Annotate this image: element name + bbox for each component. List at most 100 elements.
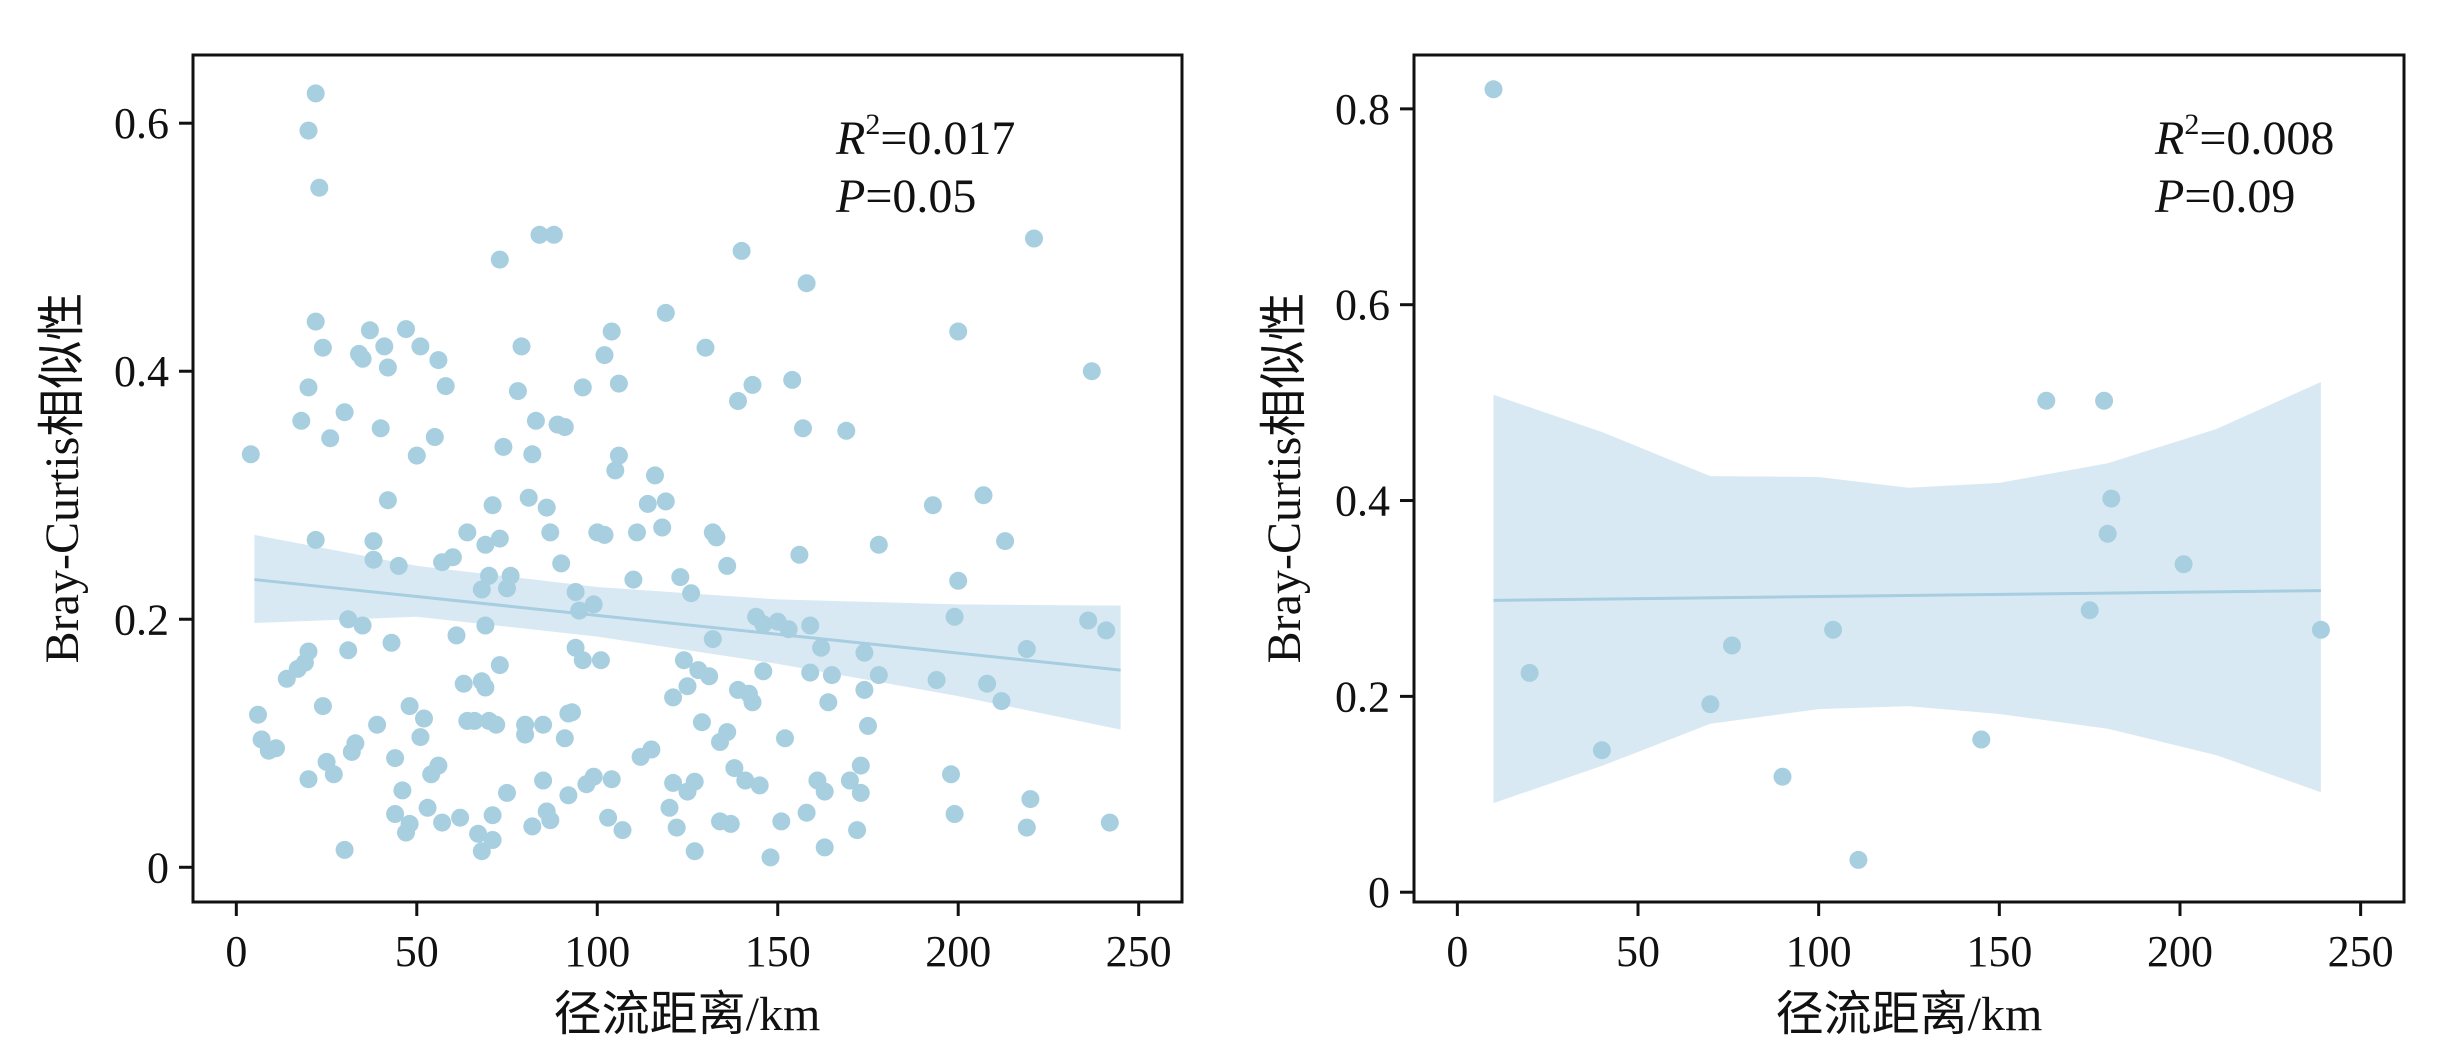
left-data-point bbox=[750, 776, 769, 795]
left-data-point bbox=[480, 566, 498, 585]
left-data-point bbox=[851, 783, 870, 802]
left-data-point bbox=[869, 666, 888, 685]
right-data-point bbox=[2037, 391, 2056, 410]
left-data-point bbox=[945, 805, 964, 823]
left-data-point bbox=[1017, 818, 1036, 837]
right-y-tick-label: 0.8 bbox=[1335, 85, 1390, 134]
left-data-point bbox=[584, 767, 603, 786]
left-data-point bbox=[573, 651, 592, 670]
left-data-point bbox=[812, 638, 831, 657]
left-axes-frame bbox=[191, 53, 1184, 904]
right-p-value: =0.09 bbox=[2184, 170, 2295, 223]
left-plot-layer bbox=[241, 84, 1121, 867]
left-data-point bbox=[313, 697, 332, 716]
left-data-point bbox=[851, 756, 870, 775]
right-data-point bbox=[1723, 636, 1741, 655]
left-data-point bbox=[335, 403, 354, 422]
right-plot-layer bbox=[1484, 80, 2330, 869]
left-data-point bbox=[534, 715, 553, 734]
left-data-point bbox=[942, 765, 960, 784]
left-data-point bbox=[1100, 813, 1119, 832]
left-data-point bbox=[360, 321, 379, 340]
left-data-point bbox=[429, 351, 448, 370]
left-data-point bbox=[743, 693, 762, 712]
left-data-point bbox=[1021, 790, 1040, 809]
left-data-point bbox=[386, 805, 405, 823]
left-data-point bbox=[949, 571, 968, 590]
left-ticks: 0 50 100 150 200 250 0 0.2 0.4 0.6 bbox=[114, 99, 1172, 976]
left-data-point bbox=[335, 840, 354, 859]
left-data-point bbox=[371, 419, 390, 438]
left-data-point bbox=[692, 713, 711, 732]
left-data-point bbox=[386, 749, 405, 768]
left-data-point bbox=[249, 705, 267, 724]
right-data-point bbox=[1824, 620, 1843, 639]
left-data-point bbox=[516, 725, 535, 744]
left-data-point bbox=[855, 643, 874, 662]
left-data-point bbox=[819, 693, 838, 712]
right-x-tick-label: 250 bbox=[2328, 927, 2394, 976]
left-data-point bbox=[725, 759, 744, 778]
left-data-point bbox=[595, 346, 614, 365]
right-x-tick-label: 50 bbox=[1616, 927, 1660, 976]
left-data-point bbox=[378, 358, 397, 377]
right-p-annotation: P=0.09 bbox=[2154, 170, 2295, 223]
right-axes-frame bbox=[1412, 53, 2406, 904]
left-data-point bbox=[754, 615, 773, 634]
left-data-point bbox=[949, 322, 968, 341]
left-data-point bbox=[454, 674, 473, 693]
left-data-point bbox=[490, 529, 509, 548]
left-data-point bbox=[267, 739, 285, 758]
left-data-point bbox=[732, 241, 751, 260]
left-data-point bbox=[324, 765, 343, 784]
right-r2-sup: 2 bbox=[2184, 108, 2199, 141]
left-data-point bbox=[840, 771, 859, 790]
left-data-point bbox=[790, 545, 809, 564]
left-data-point bbox=[498, 783, 516, 802]
left-data-point bbox=[382, 633, 401, 652]
left-data-point bbox=[523, 445, 542, 464]
left-data-point bbox=[653, 518, 672, 537]
left-data-point bbox=[1017, 640, 1036, 658]
left-data-point bbox=[346, 734, 365, 753]
left-data-point bbox=[1082, 362, 1101, 381]
left-data-point bbox=[783, 370, 802, 389]
right-data-point bbox=[1592, 741, 1611, 760]
right-ticks: 0 50 100 150 200 250 0 0.2 0.4 0.6 0.8 bbox=[1335, 85, 2394, 976]
right-data-point bbox=[2311, 620, 2330, 639]
left-data-point bbox=[682, 584, 701, 603]
left-data-point bbox=[671, 568, 690, 587]
left-data-point bbox=[400, 697, 419, 716]
left-data-point bbox=[660, 798, 679, 817]
left-data-point bbox=[613, 821, 632, 840]
left-data-point bbox=[555, 729, 574, 748]
left-x-tick-label: 0 bbox=[225, 927, 247, 976]
left-data-point bbox=[624, 570, 643, 589]
left-data-point bbox=[945, 607, 964, 626]
left-data-point bbox=[595, 525, 614, 544]
left-data-point bbox=[729, 392, 747, 410]
left-data-point bbox=[1025, 229, 1043, 248]
left-data-point bbox=[526, 411, 545, 430]
left-data-point bbox=[483, 831, 502, 849]
left-data-point bbox=[707, 528, 726, 547]
left-data-point bbox=[418, 798, 437, 817]
right-x-tick-label: 100 bbox=[1786, 927, 1852, 976]
right-r2-value: =0.008 bbox=[2199, 112, 2334, 165]
left-x-tick-label: 200 bbox=[925, 927, 991, 976]
left-data-point bbox=[815, 838, 834, 857]
right-x-axis-label: 径流距离/km bbox=[1776, 988, 2043, 1041]
right-confidence-band bbox=[1493, 382, 2321, 804]
left-data-point bbox=[306, 530, 325, 549]
left-data-point bbox=[530, 225, 549, 244]
left-data-point bbox=[299, 642, 318, 661]
left-data-point bbox=[599, 808, 618, 827]
left-p-var: P bbox=[835, 170, 865, 223]
left-data-point bbox=[573, 378, 592, 397]
left-r2-sup: 2 bbox=[865, 108, 880, 141]
right-y-tick-label: 0.6 bbox=[1335, 281, 1390, 330]
right-data-point bbox=[1484, 80, 1503, 99]
left-data-point bbox=[602, 770, 621, 789]
